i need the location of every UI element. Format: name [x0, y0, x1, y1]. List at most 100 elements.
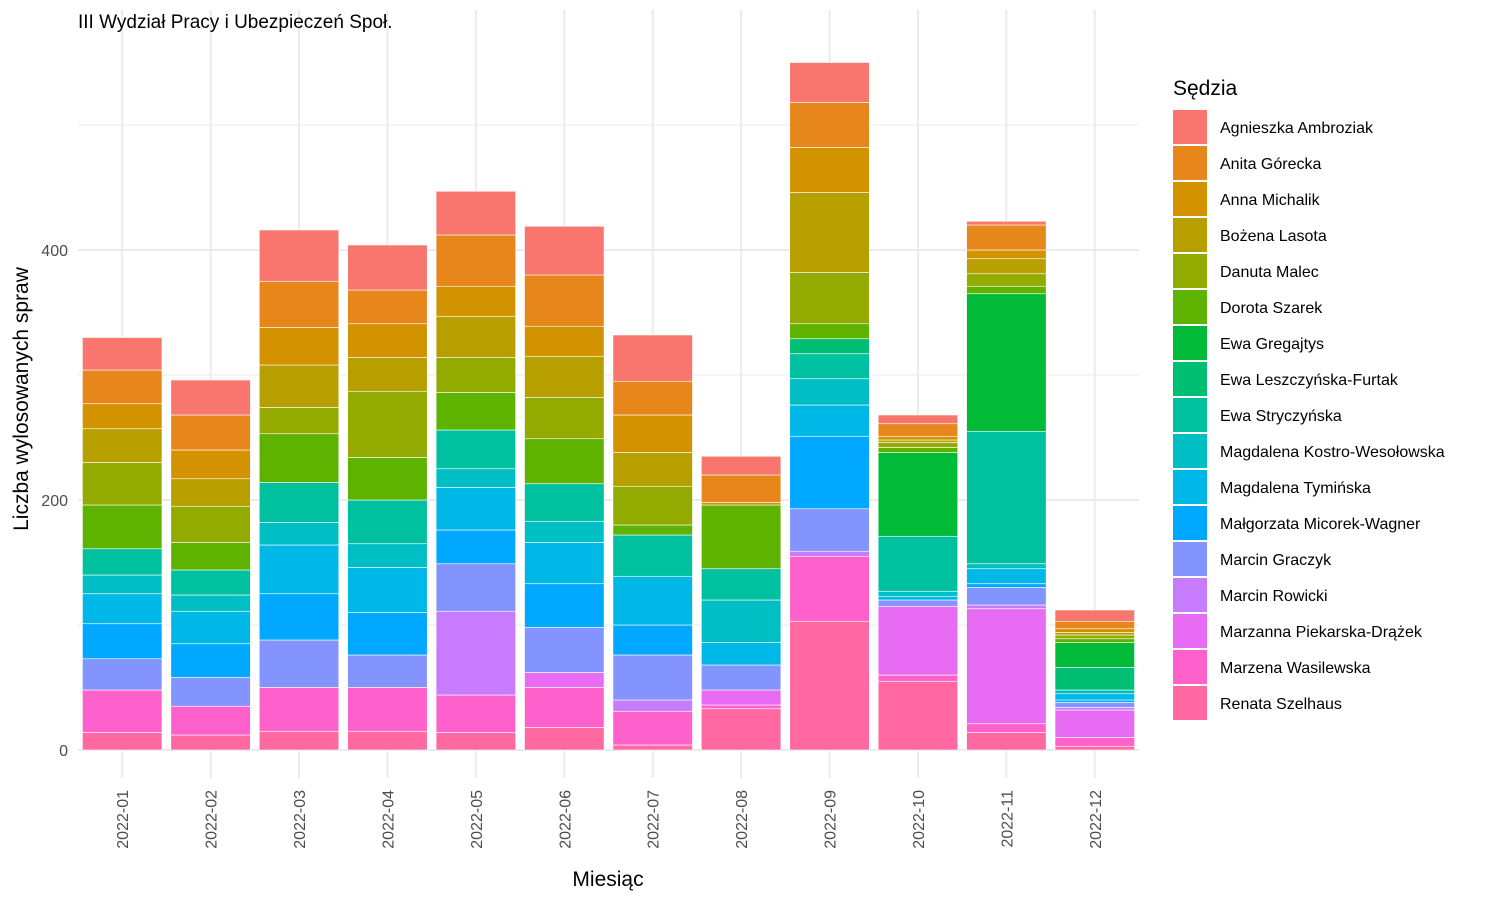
bar-segment: [258, 280, 340, 328]
bar-segment: [612, 710, 693, 746]
bar-segment: [347, 612, 428, 656]
bar-segment: [966, 249, 1047, 260]
bar-segment: [170, 542, 251, 571]
y-tick-label: 0: [59, 743, 68, 760]
bar-segment: [82, 623, 163, 660]
bar-segment: [170, 379, 251, 416]
bar-segment: [347, 457, 428, 501]
x-tick-label: 2022-07: [646, 790, 663, 849]
bar-segment: [258, 482, 340, 523]
bar-segment: [701, 664, 782, 691]
bar-segment: [258, 407, 340, 435]
bar-segment: [701, 455, 782, 476]
bar-segment: [1054, 634, 1135, 640]
bar-segment: [82, 658, 163, 691]
y-tick-label: 400: [41, 243, 68, 260]
bar-stack-2022-05: [435, 190, 516, 751]
x-tick-label: 2022-09: [823, 790, 840, 849]
legend-label: Ewa Stryczyńska: [1220, 408, 1342, 425]
bar-segment: [1054, 632, 1135, 636]
bar-stack-2022-07: [612, 334, 693, 751]
bar-segment: [170, 569, 251, 596]
bar-segment: [1054, 642, 1135, 668]
bar-segment: [612, 485, 693, 526]
bar-segment: [1054, 667, 1135, 691]
bar-segment: [789, 338, 870, 355]
bar-segment: [435, 468, 516, 488]
bar-segment: [435, 694, 516, 733]
legend-swatch: [1173, 542, 1207, 576]
legend-label: Marcin Graczyk: [1220, 552, 1332, 569]
bar-segment: [789, 620, 870, 751]
bar-segment: [524, 397, 605, 440]
bar-segment: [1054, 693, 1135, 701]
bar-segment: [435, 392, 516, 431]
bar-segment: [435, 315, 516, 358]
bar-segment: [966, 285, 1047, 295]
bar-segment: [82, 403, 163, 430]
bar-segment: [524, 438, 605, 485]
bar-stack-2022-12: [1054, 609, 1135, 751]
bar-segment: [877, 442, 959, 448]
bar-segment: [258, 639, 340, 688]
bar-segment: [1054, 737, 1135, 747]
bar-segment: [877, 439, 959, 443]
bar-segment: [877, 535, 959, 592]
bar-segment: [82, 504, 163, 550]
bar-stack-2022-06: [524, 225, 605, 751]
bar-segment: [789, 323, 870, 340]
bar-segment: [435, 357, 516, 393]
bar-segment: [1054, 689, 1135, 695]
bar-segment: [1054, 702, 1135, 708]
bar-segment: [612, 534, 693, 577]
bar-segment: [258, 229, 340, 282]
legend-swatch: [1173, 110, 1207, 144]
bar-segment: [612, 744, 693, 751]
bar-segment: [789, 555, 870, 622]
legend-swatch: [1173, 362, 1207, 396]
bar-segment: [966, 273, 1047, 287]
bar-segment: [435, 487, 516, 531]
bar-stack-2022-10: [877, 414, 959, 751]
bar-segment: [524, 583, 605, 628]
bar-segment: [612, 334, 693, 382]
x-tick-label: 2022-04: [380, 790, 397, 849]
legend-label: Agnieszka Ambroziak: [1220, 120, 1374, 137]
legend-swatch: [1173, 650, 1207, 684]
bar-segment: [966, 732, 1047, 751]
bar-segment: [612, 380, 693, 416]
chart-title: III Wydział Pracy i Ubezpieczeń Społ.: [78, 12, 393, 33]
bar-segment: [524, 672, 605, 688]
bar-segment: [877, 605, 959, 676]
bar-segment: [82, 428, 163, 463]
bar-segment: [612, 414, 693, 453]
legend-swatch: [1173, 578, 1207, 612]
bar-segment: [170, 505, 251, 543]
bar-segment: [612, 452, 693, 487]
legend-label: Marcin Rowicki: [1220, 588, 1328, 605]
legend-swatch: [1173, 686, 1207, 720]
bar-segment: [1054, 638, 1135, 643]
bar-stack-2022-02: [170, 379, 251, 751]
bar-segment: [966, 723, 1047, 733]
x-axis-title: Miesiąc: [572, 868, 643, 891]
bar-stack-2022-01: [82, 337, 163, 751]
bar-segment: [877, 590, 959, 597]
bar-segment: [877, 452, 959, 537]
bar-segment: [347, 730, 428, 751]
bar-segment: [170, 643, 251, 678]
bar-segment: [1054, 628, 1135, 633]
x-tick-label: 2022-12: [1088, 790, 1105, 849]
bar-segment: [347, 654, 428, 688]
bar-segment: [966, 563, 1047, 570]
bar-segment: [82, 574, 163, 595]
bar-segment: [435, 732, 516, 751]
bar-segment: [524, 274, 605, 327]
bar-segment: [701, 502, 782, 506]
bar-segment: [1054, 745, 1135, 751]
bar-segment: [877, 680, 959, 751]
bar-segment: [701, 704, 782, 710]
bar-segment: [435, 234, 516, 287]
bar-stack-2022-09: [789, 62, 870, 751]
